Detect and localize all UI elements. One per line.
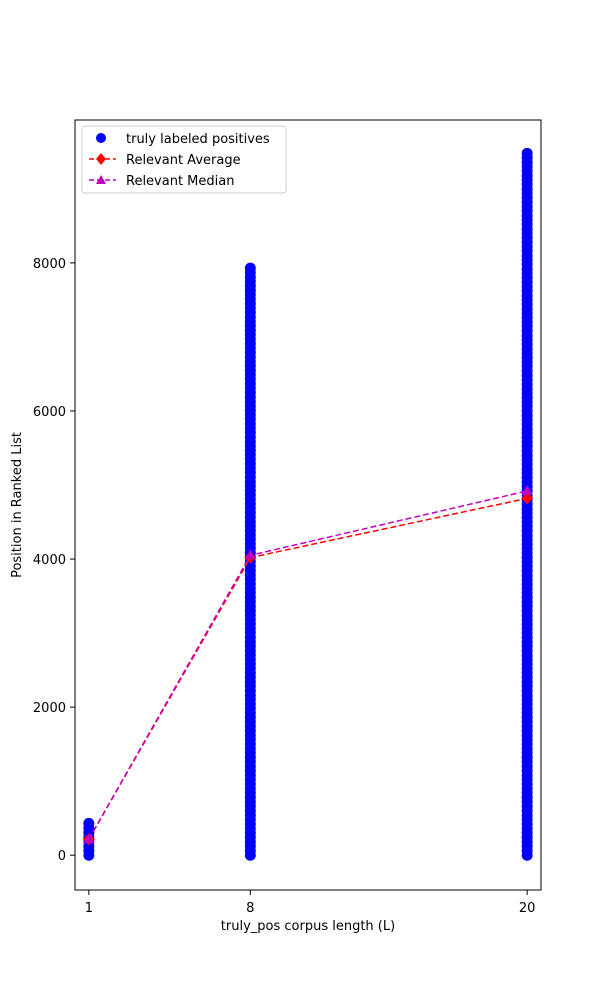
y-tick-label: 2000 [33, 701, 66, 716]
plot-frame [74, 119, 542, 891]
median-marker [83, 833, 95, 844]
median-marker [521, 484, 533, 495]
average-marker [521, 492, 534, 505]
y-tick-label: 6000 [33, 405, 66, 420]
legend-average-marker [96, 153, 106, 165]
points-layer [83, 147, 533, 861]
x-tick-label: 8 [246, 901, 254, 916]
y-tick-label: 8000 [33, 257, 66, 272]
legend-average-label: Relevant Average [126, 153, 241, 168]
legend-scatter-label: truly labeled positives [126, 132, 270, 147]
legend-box [81, 125, 287, 194]
legend-median-marker [96, 175, 106, 184]
x-tick-label: 20 [519, 901, 536, 916]
series-line-average [88, 497, 528, 840]
x-axis-ticks: 1 8 20 [85, 890, 536, 916]
legend: truly labeled positives Relevant Average… [81, 125, 287, 194]
series-line-median [88, 490, 528, 840]
x-tick-label: 1 [85, 901, 93, 916]
y-tick-label: 4000 [33, 553, 66, 568]
y-axis-label: Position in Ranked List [10, 432, 25, 578]
x-axis-label: truly_pos corpus length (L) [221, 919, 395, 934]
median-marker [244, 549, 256, 560]
scatter-point [83, 817, 95, 829]
legend-median-label: Relevant Median [126, 174, 234, 189]
scatter-point [521, 147, 533, 159]
scatter-point [244, 262, 256, 274]
y-tick-label: 0 [58, 849, 66, 864]
lines-layer [82, 484, 534, 846]
y-axis-ticks: 0 2000 4000 6000 8000 [33, 257, 75, 864]
legend-scatter-marker [96, 133, 106, 143]
